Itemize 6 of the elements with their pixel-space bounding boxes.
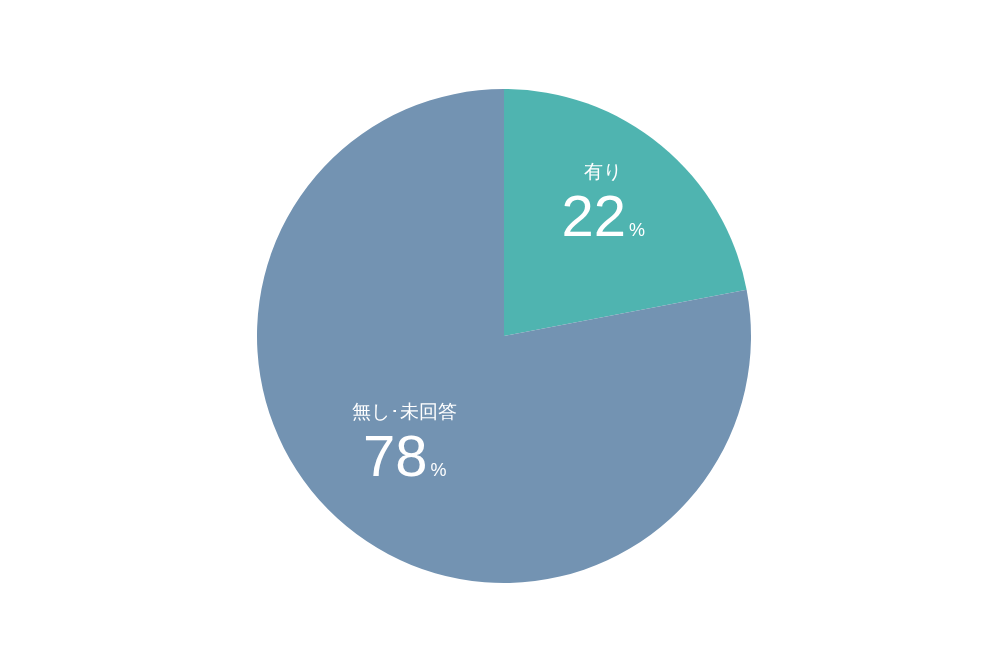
data-label: 22% (561, 183, 645, 249)
slice-label: 有り (584, 160, 623, 183)
data-label: 78% (363, 422, 447, 488)
slice-label: 無し･未回答 (352, 399, 458, 422)
pie-slice (504, 89, 747, 336)
pie-slice (257, 89, 751, 583)
